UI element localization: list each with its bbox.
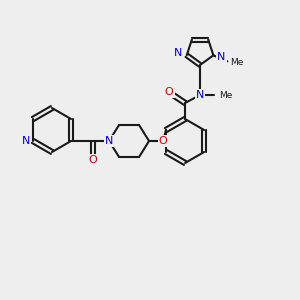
Text: N: N [174, 48, 183, 58]
Text: N: N [218, 52, 226, 62]
Text: O: O [89, 155, 98, 165]
Text: N: N [105, 136, 113, 146]
Text: O: O [165, 87, 173, 97]
Text: N: N [22, 136, 30, 146]
Text: Me: Me [230, 58, 244, 67]
Text: O: O [159, 136, 167, 146]
Text: N: N [196, 90, 204, 100]
Text: Me: Me [219, 91, 232, 100]
